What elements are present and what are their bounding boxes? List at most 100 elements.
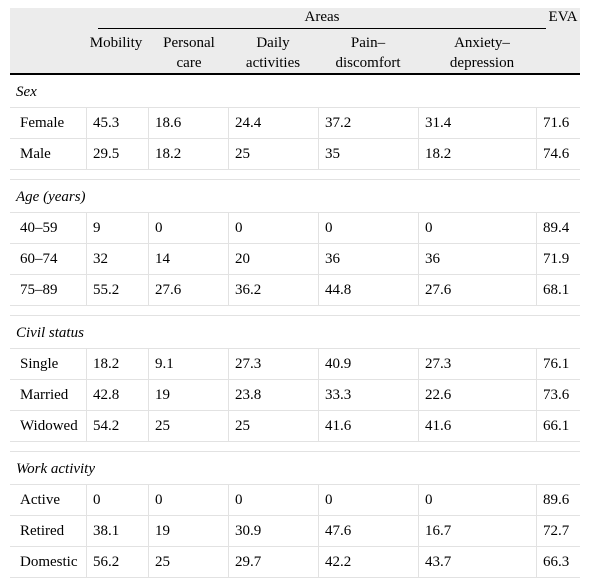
row-label: Domestic (20, 554, 78, 570)
personal-care-cell: 19 (148, 380, 228, 410)
anxiety-depression-cell: 0 (418, 213, 536, 243)
row-label: Male (20, 146, 51, 162)
personal-care-cell: 19 (148, 516, 228, 546)
table-row: 60–74 32 14 20 36 36 71.9 (10, 244, 580, 275)
eva-cell: 74.6 (536, 139, 580, 169)
personal-care-cell: 18.2 (148, 139, 228, 169)
personal-care-cell: 9.1 (148, 349, 228, 379)
row-label: Single (20, 356, 59, 372)
anxiety-depression-cell: 27.3 (418, 349, 536, 379)
daily-activities-cell: 0 (228, 485, 318, 515)
personal-care-cell: 27.6 (148, 275, 228, 305)
section-title: Sex (10, 75, 580, 108)
eva-cell: 66.3 (536, 547, 580, 577)
row-label: Married (20, 387, 69, 403)
table-header: Areas EVA Mobility Personal care Daily a… (10, 8, 580, 73)
column-header-mobility: Mobility (89, 35, 143, 51)
mobility-cell: 42.8 (86, 380, 148, 410)
section-spacer (10, 170, 580, 180)
table-row: Married 42.8 19 23.8 33.3 22.6 73.6 (10, 380, 580, 411)
personal-care-cell: 18.6 (148, 108, 228, 138)
pain-discomfort-cell: 40.9 (318, 349, 418, 379)
table-row: Active 0 0 0 0 0 89.6 (10, 485, 580, 516)
pain-discomfort-cell: 42.2 (318, 547, 418, 577)
eva-cell: 71.6 (536, 108, 580, 138)
row-label: 60–74 (20, 251, 58, 267)
anxiety-depression-cell: 31.4 (418, 108, 536, 138)
table-row: Domestic 56.2 25 29.7 42.2 43.7 66.3 (10, 547, 580, 578)
daily-activities-cell: 20 (228, 244, 318, 274)
eva-cell: 76.1 (536, 349, 580, 379)
eva-cell: 89.6 (536, 485, 580, 515)
eva-cell: 66.1 (536, 411, 580, 441)
table-row: Single 18.2 9.1 27.3 40.9 27.3 76.1 (10, 349, 580, 380)
row-label: Retired (20, 523, 65, 539)
row-label: Widowed (20, 418, 78, 434)
section-spacer (10, 306, 580, 316)
section-title: Civil status (10, 316, 580, 349)
mobility-cell: 18.2 (86, 349, 148, 379)
anxiety-depression-cell: 16.7 (418, 516, 536, 546)
column-header-daily-activities: Daily activities (245, 35, 301, 71)
eva-cell: 72.7 (536, 516, 580, 546)
pain-discomfort-cell: 33.3 (318, 380, 418, 410)
row-label: 75–89 (20, 282, 58, 298)
daily-activities-cell: 25 (228, 139, 318, 169)
mobility-cell: 29.5 (86, 139, 148, 169)
section-title: Age (years) (10, 180, 580, 213)
mobility-cell: 55.2 (86, 275, 148, 305)
eva-cell: 71.9 (536, 244, 580, 274)
daily-activities-cell: 23.8 (228, 380, 318, 410)
mobility-cell: 38.1 (86, 516, 148, 546)
daily-activities-cell: 0 (228, 213, 318, 243)
pain-discomfort-cell: 36 (318, 244, 418, 274)
anxiety-depression-cell: 0 (418, 485, 536, 515)
results-table: Areas EVA Mobility Personal care Daily a… (10, 8, 580, 578)
table-row: 40–59 9 0 0 0 0 89.4 (10, 213, 580, 244)
daily-activities-cell: 27.3 (228, 349, 318, 379)
table-body: Sex Female 45.3 18.6 24.4 37.2 31.4 71.6 Male 29.… (10, 75, 580, 578)
column-header-anxiety-depression: Anxiety– depression (449, 35, 515, 71)
eva-header: EVA (548, 9, 578, 25)
row-label: Active (20, 492, 60, 508)
table-row: Retired 38.1 19 30.9 47.6 16.7 72.7 (10, 516, 580, 547)
areas-group-header: Areas (304, 9, 340, 25)
personal-care-cell: 25 (148, 547, 228, 577)
pain-discomfort-cell: 0 (318, 213, 418, 243)
personal-care-cell: 0 (148, 485, 228, 515)
row-label: Female (20, 115, 65, 131)
column-header-personal-care: Personal care (163, 35, 215, 71)
daily-activities-cell: 36.2 (228, 275, 318, 305)
row-label: 40–59 (20, 220, 58, 236)
anxiety-depression-cell: 43.7 (418, 547, 536, 577)
anxiety-depression-cell: 36 (418, 244, 536, 274)
anxiety-depression-cell: 41.6 (418, 411, 536, 441)
section-title: Work activity (10, 452, 580, 485)
personal-care-cell: 25 (148, 411, 228, 441)
table-row: Female 45.3 18.6 24.4 37.2 31.4 71.6 (10, 108, 580, 139)
column-header-pain-discomfort: Pain– discomfort (335, 35, 401, 71)
daily-activities-cell: 29.7 (228, 547, 318, 577)
header-rule (10, 73, 580, 75)
anxiety-depression-cell: 27.6 (418, 275, 536, 305)
personal-care-cell: 0 (148, 213, 228, 243)
daily-activities-cell: 24.4 (228, 108, 318, 138)
mobility-cell: 56.2 (86, 547, 148, 577)
pain-discomfort-cell: 41.6 (318, 411, 418, 441)
pain-discomfort-cell: 47.6 (318, 516, 418, 546)
eva-cell: 73.6 (536, 380, 580, 410)
mobility-cell: 9 (86, 213, 148, 243)
daily-activities-cell: 25 (228, 411, 318, 441)
anxiety-depression-cell: 22.6 (418, 380, 536, 410)
pain-discomfort-cell: 44.8 (318, 275, 418, 305)
pain-discomfort-cell: 0 (318, 485, 418, 515)
mobility-cell: 45.3 (86, 108, 148, 138)
mobility-cell: 32 (86, 244, 148, 274)
pain-discomfort-cell: 37.2 (318, 108, 418, 138)
table-row: Widowed 54.2 25 25 41.6 41.6 66.1 (10, 411, 580, 442)
pain-discomfort-cell: 35 (318, 139, 418, 169)
section-spacer (10, 442, 580, 452)
eva-cell: 89.4 (536, 213, 580, 243)
table-row: 75–89 55.2 27.6 36.2 44.8 27.6 68.1 (10, 275, 580, 306)
areas-underline (98, 28, 546, 29)
